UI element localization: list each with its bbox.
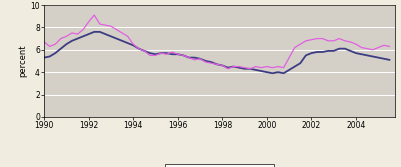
- Chicago: [220, 64, 225, 66]
- US: [142, 50, 147, 52]
- US: [292, 65, 297, 67]
- US: [209, 61, 214, 63]
- Chicago: [225, 68, 230, 70]
- Chicago: [209, 62, 214, 64]
- Chicago: [42, 41, 47, 43]
- US: [153, 53, 158, 55]
- Line: US: US: [44, 32, 389, 73]
- Chicago: [92, 14, 97, 16]
- Chicago: [153, 54, 158, 56]
- US: [92, 31, 97, 33]
- Y-axis label: percent: percent: [18, 45, 28, 77]
- Chicago: [142, 50, 147, 52]
- US: [381, 58, 386, 60]
- Line: Chicago: Chicago: [44, 15, 389, 69]
- Chicago: [387, 45, 392, 47]
- US: [42, 57, 47, 59]
- Legend: US, Chicago: US, Chicago: [166, 164, 273, 167]
- Chicago: [292, 47, 297, 49]
- Chicago: [381, 44, 386, 46]
- US: [220, 64, 225, 66]
- US: [270, 72, 275, 74]
- US: [387, 59, 392, 61]
